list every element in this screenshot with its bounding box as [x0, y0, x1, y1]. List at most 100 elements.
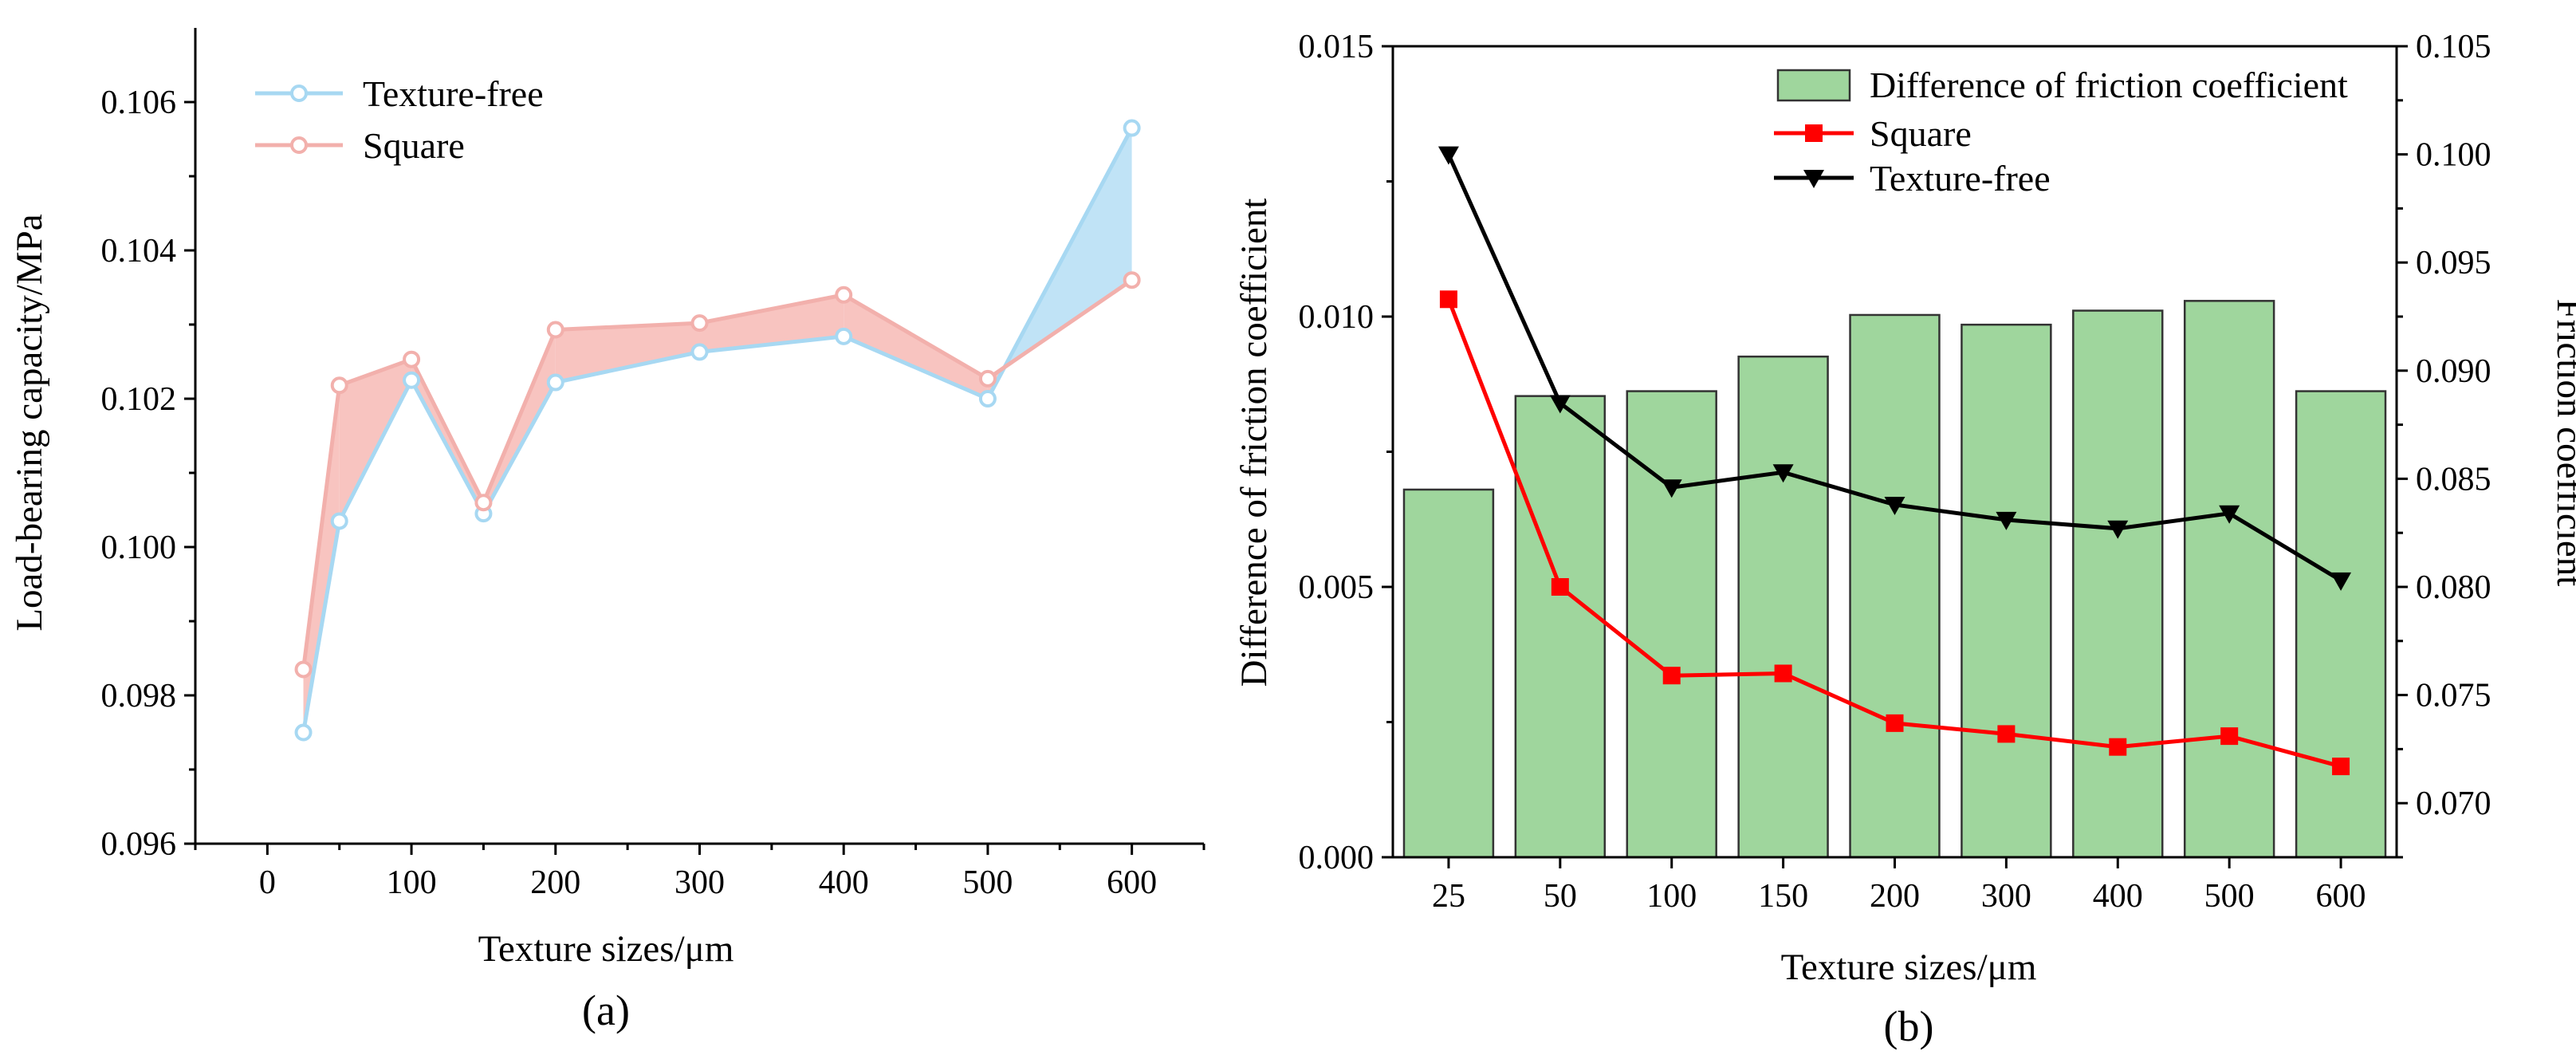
- b-ytick-right-label: 0.105: [2416, 29, 2491, 65]
- b-xtick-label: 25: [1432, 878, 1465, 915]
- a-legend: Texture-free Square: [255, 73, 544, 166]
- b-ytick-right-label: 0.100: [2416, 137, 2491, 174]
- b-legend-swatch-bar: [1776, 69, 1851, 102]
- a-point-texture-free: [294, 723, 313, 742]
- b-point-square: [2109, 738, 2127, 756]
- b-axes: [1382, 45, 2408, 868]
- a-point-square: [294, 660, 313, 679]
- b-ytick-left-label: 0.010: [1299, 299, 1375, 336]
- b-bar: [2295, 390, 2387, 859]
- a-point-texture-free: [1123, 119, 1141, 137]
- b-point-square: [1997, 725, 2016, 743]
- a-xtick-label: 100: [387, 864, 437, 901]
- a-point-texture-free: [330, 512, 348, 530]
- b-point-texture-free: [1549, 395, 1571, 414]
- b-point-square: [2220, 727, 2239, 746]
- a-ytick-label: 0.100: [101, 529, 177, 566]
- a-xtick-label: 400: [819, 864, 869, 901]
- b-point-square: [1774, 664, 1792, 683]
- b-bar: [1402, 488, 1495, 859]
- a-tick-labels: 0.096 0.098 0.100 0.102 0.104 0.106 0 100 200 300…: [101, 85, 1158, 901]
- a-point-texture-free: [546, 373, 564, 392]
- a-line-texture-free: [301, 127, 1134, 733]
- b-series-markers: [1437, 146, 2352, 776]
- b-xtick-label: 600: [2316, 878, 2366, 915]
- b-ytick-left-label: 0.015: [1299, 29, 1375, 65]
- a-point-square: [690, 314, 709, 333]
- b-bar: [1514, 395, 1607, 859]
- panel-a: 0.096 0.098 0.100 0.102 0.104 0.106 0 100 200 300…: [9, 28, 1205, 1034]
- b-point-texture-free: [1772, 464, 1794, 483]
- a-legend-label: Square: [363, 125, 465, 166]
- b-xtick-label: 500: [2204, 878, 2255, 915]
- b-bar: [1849, 313, 1941, 859]
- b-point-square: [2332, 758, 2350, 776]
- a-fill-between: [303, 128, 1132, 733]
- b-ytick-right-label: 0.080: [2416, 569, 2491, 606]
- b-ylabel-right: Friction coefficient: [2549, 299, 2576, 587]
- b-xtick-label: 50: [1544, 878, 1577, 915]
- b-tick-labels: 0.000 0.005 0.010 0.015 0.070 0.075 0.080 0.085…: [1299, 29, 2491, 915]
- b-point-square: [1439, 290, 1457, 309]
- a-fill-segment: [339, 359, 412, 522]
- a-point-texture-free: [403, 371, 421, 389]
- a-xtick-label: 200: [530, 864, 580, 901]
- b-ytick-right-label: 0.090: [2416, 353, 2491, 390]
- b-ylabel-left: Difference of friction coefficient: [1233, 199, 1275, 687]
- a-legend-label: Texture-free: [363, 73, 544, 114]
- b-legend-label: Difference of friction coefficient: [1870, 65, 2348, 105]
- b-legend-label: Texture-free: [1870, 158, 2051, 199]
- a-ytick-label: 0.096: [101, 826, 177, 863]
- a-point-texture-free: [690, 343, 709, 361]
- a-point-square: [330, 376, 348, 395]
- b-xtick-label: 300: [1981, 878, 2031, 915]
- b-legend-label: Square: [1870, 113, 1972, 154]
- a-xtick-label: 600: [1107, 864, 1157, 901]
- b-ytick-right-label: 0.085: [2416, 461, 2491, 498]
- panel-b: 0.000 0.005 0.010 0.015 0.070 0.075 0.080 0.085…: [1233, 29, 2576, 1050]
- a-panel-label: (a): [582, 986, 630, 1034]
- b-legend-marker: [1803, 170, 1824, 188]
- a-xtick-label: 0: [259, 864, 276, 901]
- b-point-square: [1662, 667, 1681, 685]
- b-bar: [2183, 300, 2275, 859]
- a-point-square: [546, 321, 564, 339]
- a-xtick-label: 500: [962, 864, 1013, 901]
- b-xtick-label: 200: [1870, 878, 1920, 915]
- b-ytick-left-label: 0.005: [1299, 569, 1375, 606]
- b-point-texture-free: [1437, 146, 1459, 165]
- a-ylabel: Load-bearing capacity/MPa: [9, 214, 50, 631]
- b-xtick-label: 100: [1646, 878, 1697, 915]
- a-series-markers: [294, 119, 1141, 742]
- a-series-lines: [301, 127, 1134, 733]
- b-point-square: [1886, 714, 1904, 732]
- b-point-square: [1551, 578, 1569, 596]
- b-ytick-right-label: 0.095: [2416, 245, 2491, 281]
- a-point-square: [978, 369, 997, 388]
- b-bar: [1961, 323, 2052, 859]
- a-fill-segment: [555, 323, 700, 383]
- a-ytick-label: 0.102: [101, 381, 177, 418]
- b-ytick-right-label: 0.075: [2416, 678, 2491, 714]
- b-legend-marker: [1805, 124, 1823, 142]
- b-bars: [1402, 300, 2387, 859]
- a-xlabel: Texture sizes/μm: [478, 928, 734, 970]
- a-axes: [184, 28, 1205, 855]
- b-xtick-label: 400: [2093, 878, 2143, 915]
- a-point-square: [403, 350, 421, 368]
- b-xtick-label: 150: [1758, 878, 1808, 915]
- b-point-texture-free: [1996, 511, 2017, 530]
- b-ytick-right-label: 0.070: [2416, 785, 2491, 822]
- a-point-square: [1123, 271, 1141, 289]
- a-ytick-label: 0.098: [101, 678, 177, 714]
- b-ytick-left-label: 0.000: [1299, 840, 1375, 876]
- b-point-texture-free: [2219, 505, 2240, 524]
- a-legend-marker: [290, 136, 308, 154]
- a-point-texture-free: [835, 327, 853, 345]
- a-point-square: [474, 494, 493, 512]
- a-point-square: [835, 285, 853, 304]
- b-bar: [2072, 309, 2164, 859]
- b-legend: Difference of friction coefficient Square…: [1774, 65, 2348, 199]
- a-ytick-label: 0.104: [101, 233, 177, 270]
